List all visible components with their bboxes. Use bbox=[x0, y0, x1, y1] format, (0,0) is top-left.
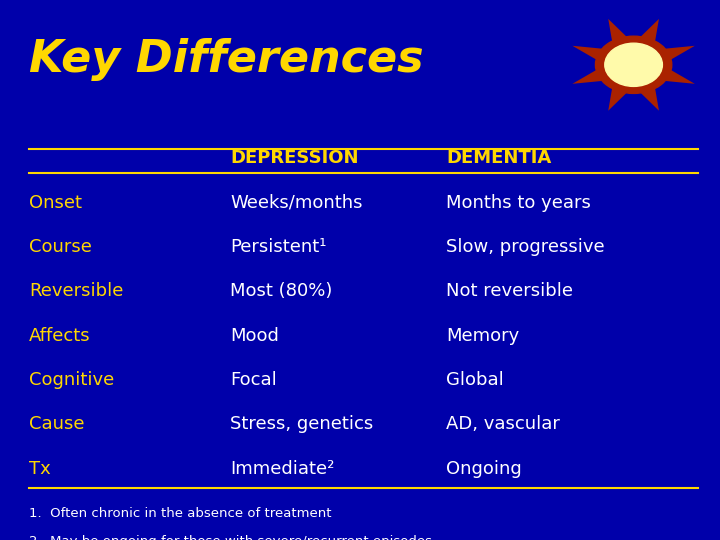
Circle shape bbox=[595, 36, 672, 93]
Text: Most (80%): Most (80%) bbox=[230, 282, 333, 300]
Polygon shape bbox=[640, 88, 659, 111]
Text: 1.  Often chronic in the absence of treatment: 1. Often chronic in the absence of treat… bbox=[29, 507, 331, 520]
Text: Not reversible: Not reversible bbox=[446, 282, 573, 300]
Text: Cause: Cause bbox=[29, 415, 84, 433]
Polygon shape bbox=[665, 70, 695, 84]
Text: Slow, progressive: Slow, progressive bbox=[446, 238, 605, 256]
Polygon shape bbox=[572, 46, 603, 60]
Text: Tx: Tx bbox=[29, 460, 50, 477]
Text: Affects: Affects bbox=[29, 327, 91, 345]
Circle shape bbox=[605, 43, 662, 86]
Polygon shape bbox=[608, 88, 627, 111]
Polygon shape bbox=[608, 19, 627, 42]
Polygon shape bbox=[572, 70, 603, 84]
Text: Focal: Focal bbox=[230, 371, 277, 389]
Text: AD, vascular: AD, vascular bbox=[446, 415, 560, 433]
Text: Persistent¹: Persistent¹ bbox=[230, 238, 327, 256]
Text: Weeks/months: Weeks/months bbox=[230, 194, 363, 212]
Text: Reversible: Reversible bbox=[29, 282, 123, 300]
Text: Course: Course bbox=[29, 238, 91, 256]
Text: DEMENTIA: DEMENTIA bbox=[446, 149, 552, 167]
Text: Memory: Memory bbox=[446, 327, 520, 345]
Text: Onset: Onset bbox=[29, 194, 82, 212]
Text: Key Differences: Key Differences bbox=[29, 38, 423, 81]
Text: Stress, genetics: Stress, genetics bbox=[230, 415, 374, 433]
Text: Ongoing: Ongoing bbox=[446, 460, 522, 477]
Text: DEPRESSION: DEPRESSION bbox=[230, 149, 359, 167]
Text: 2.  May be ongoing for those with severe/recurrent episodes: 2. May be ongoing for those with severe/… bbox=[29, 535, 432, 540]
Text: Months to years: Months to years bbox=[446, 194, 591, 212]
Polygon shape bbox=[665, 46, 695, 60]
Text: Cognitive: Cognitive bbox=[29, 371, 114, 389]
Polygon shape bbox=[640, 19, 659, 42]
Text: Mood: Mood bbox=[230, 327, 279, 345]
Text: Global: Global bbox=[446, 371, 504, 389]
Text: Immediate²: Immediate² bbox=[230, 460, 335, 477]
